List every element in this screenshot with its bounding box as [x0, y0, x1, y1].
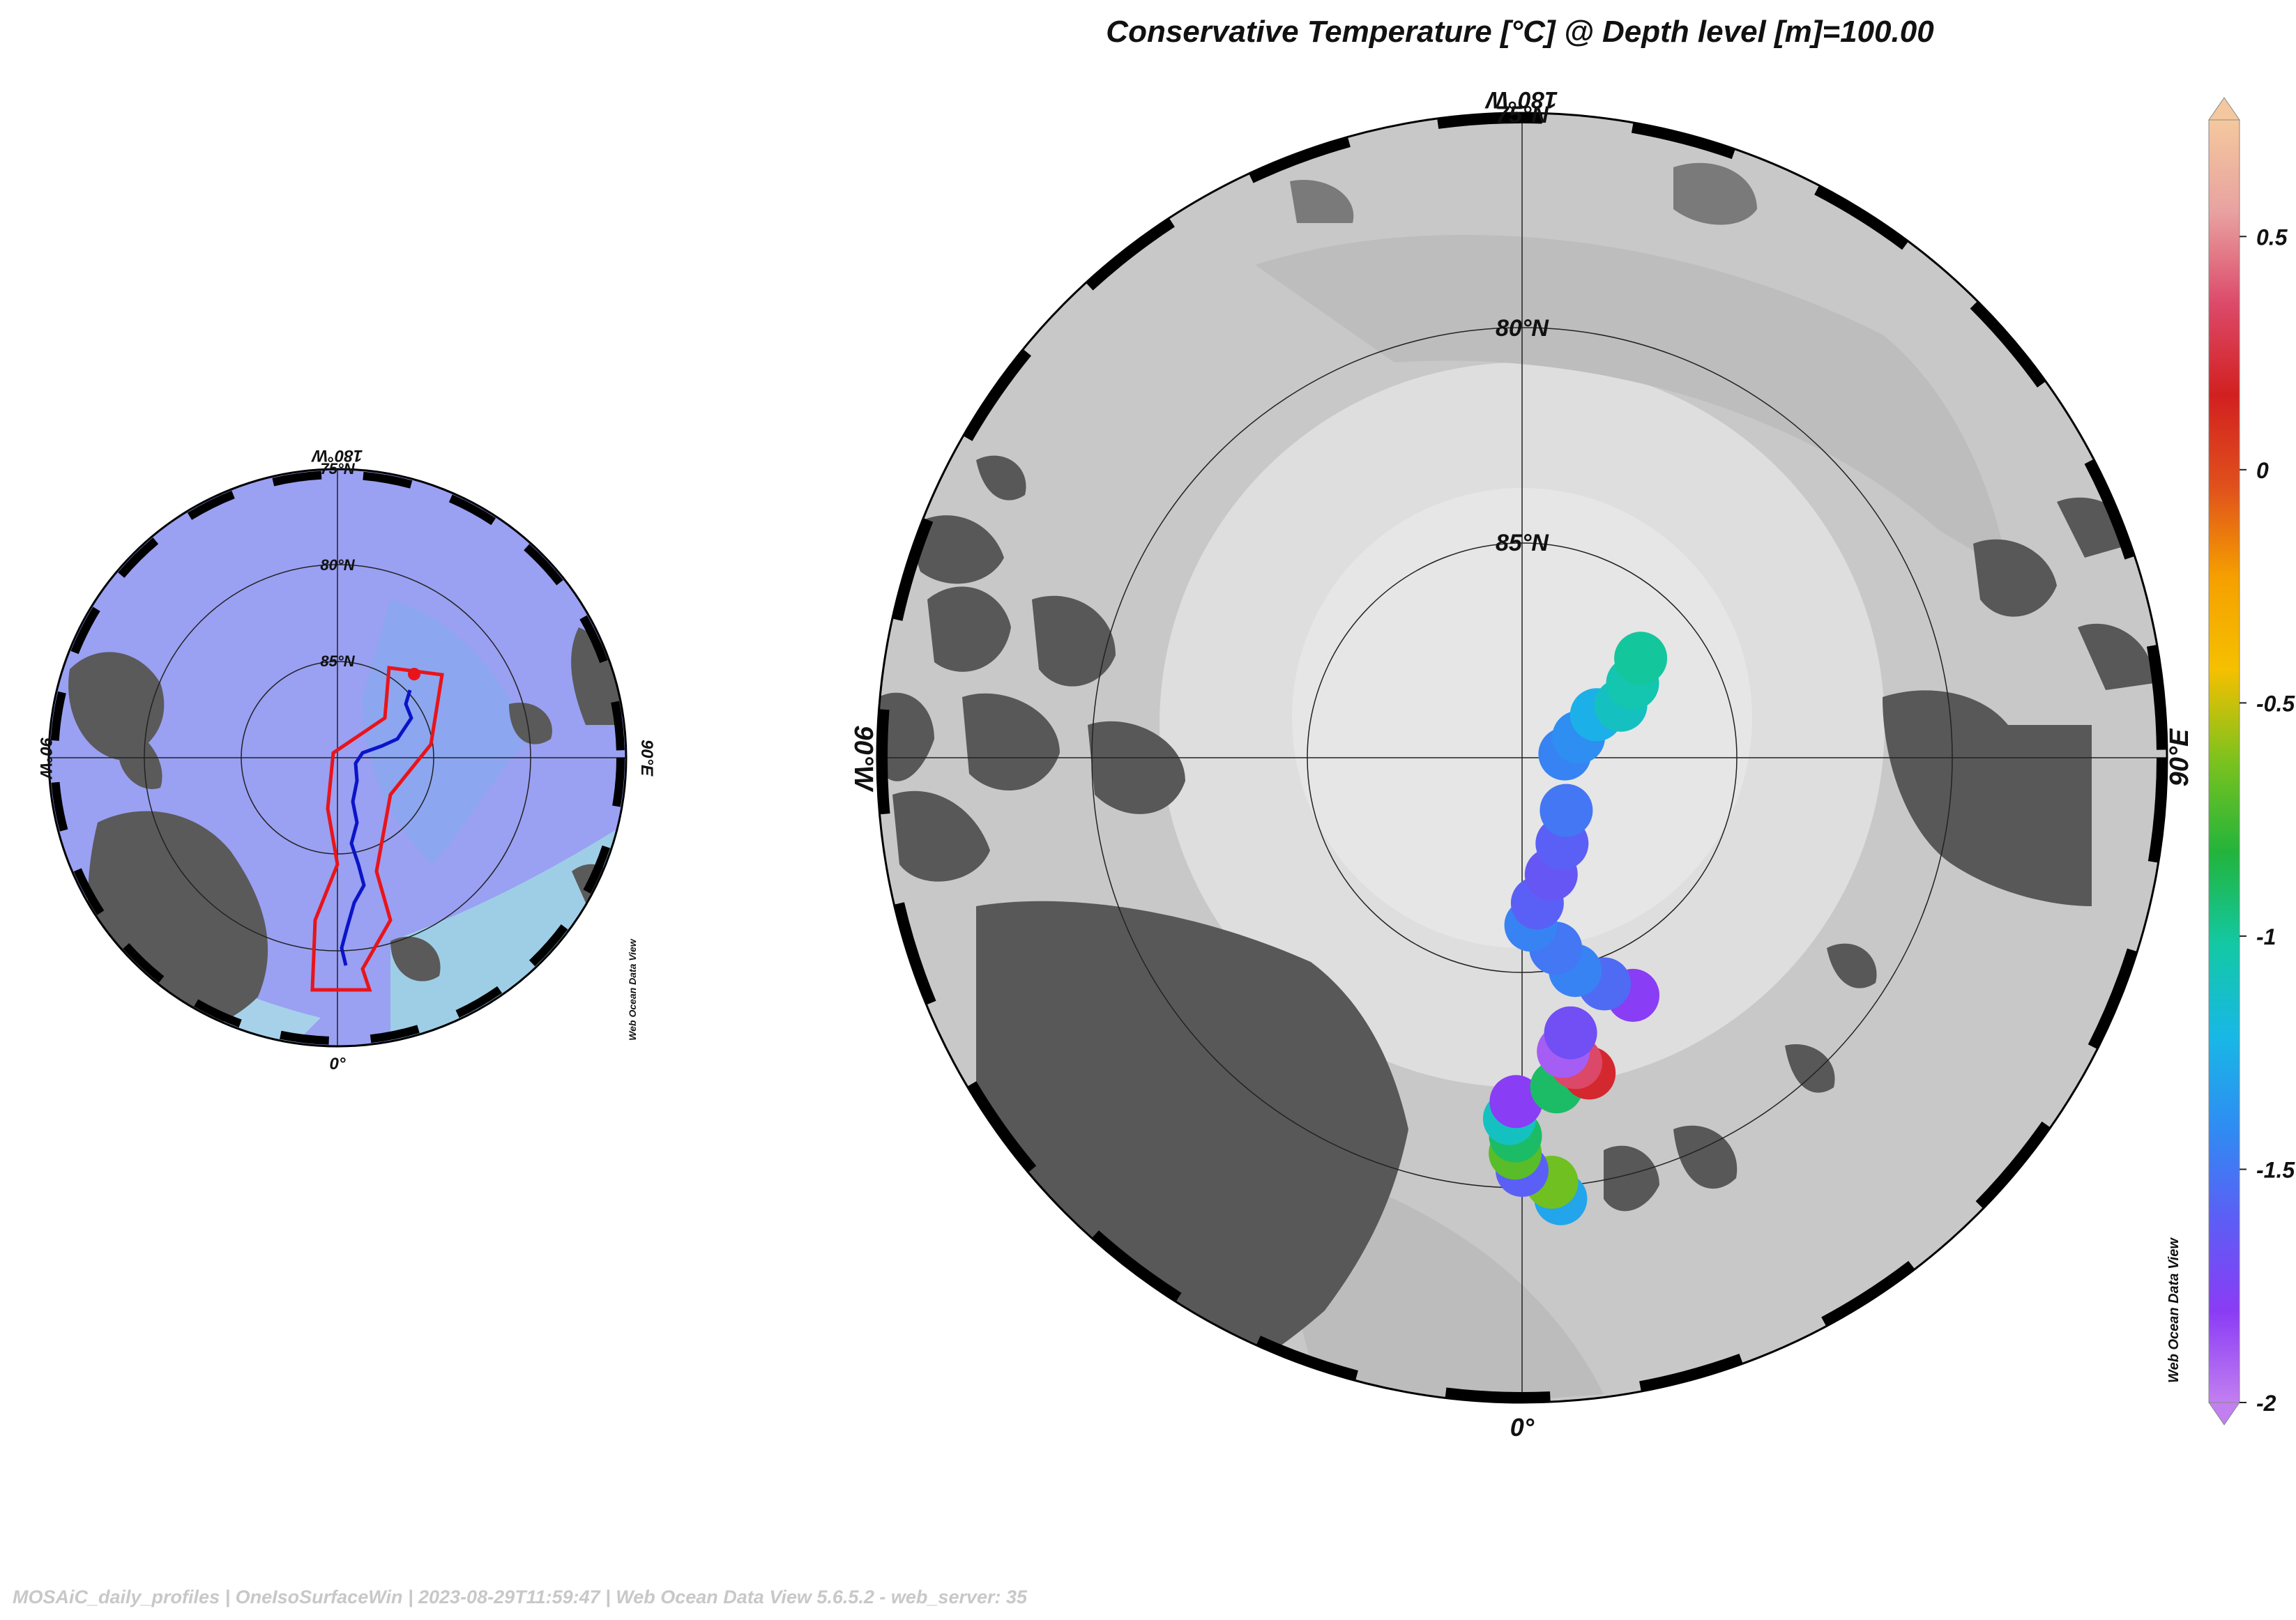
main-label-top: 180°W [1484, 86, 1558, 113]
colorbar-watermark: Web Ocean Data View [2166, 1237, 2182, 1383]
overview-label-75n: 75°N [320, 460, 355, 477]
colorbar-max-arrow [2208, 97, 2240, 121]
overview-label-bottom: 0° [330, 1055, 346, 1073]
colorbar-tick-label: -0.5 [2256, 691, 2295, 716]
colorbar-tick-label: 0.5 [2256, 224, 2288, 250]
overview-label-80n: 80°N [320, 556, 355, 574]
footer-text: MOSAiC_daily_profiles | OneIsoSurfaceWin… [13, 1587, 1028, 1607]
overview-label-right: 90°E [637, 740, 656, 777]
colorbar-tick-label: -1 [2256, 924, 2276, 949]
colorbar-min-arrow [2208, 1402, 2240, 1426]
overview-map: 180°W 75°N 80°N 85°N 0° 90°W 90°E Web Oc… [36, 446, 656, 1073]
main-label-right: 90°E [2165, 728, 2194, 786]
colorbar-tick-label: -2 [2256, 1391, 2276, 1416]
main-label-80n: 80°N [1496, 315, 1549, 342]
overview-track [340, 689, 413, 966]
selection-region [310, 666, 444, 992]
colorbar-tick-label: -1.5 [2256, 1157, 2295, 1182]
colorbar-gradient [2208, 119, 2240, 1403]
overview-label-top: 180°W [311, 446, 363, 465]
main-label-75n: 75°N [1496, 102, 1549, 128]
data-point [1544, 1006, 1597, 1060]
data-point [1539, 784, 1593, 837]
overview-label-85n: 85°N [320, 652, 355, 670]
map-title: Conservative Temperature [°C] @ Depth le… [1106, 15, 1934, 49]
data-points [1482, 632, 1668, 1225]
data-point [1489, 1075, 1543, 1129]
siberia [1883, 690, 2092, 906]
main-label-85n: 85°N [1496, 530, 1549, 556]
colorbar-tick-label: 0 [2256, 458, 2269, 483]
canadian-archipelago [879, 586, 1185, 882]
overview-label-left: 90°W [36, 738, 55, 780]
colorbar: 0.5 0 -0.5 -1 -1.5 -2 Web Ocean Data View [2166, 97, 2295, 1426]
main-map: 180°W 75°N 80°N 85°N 0° 90°W 90°E [849, 86, 2194, 1442]
overview-watermark: Web Ocean Data View [627, 938, 638, 1041]
start-marker [408, 668, 420, 680]
main-label-bottom: 0° [1510, 1413, 1535, 1442]
data-point [1614, 632, 1668, 685]
main-label-left: 90°W [849, 725, 878, 792]
